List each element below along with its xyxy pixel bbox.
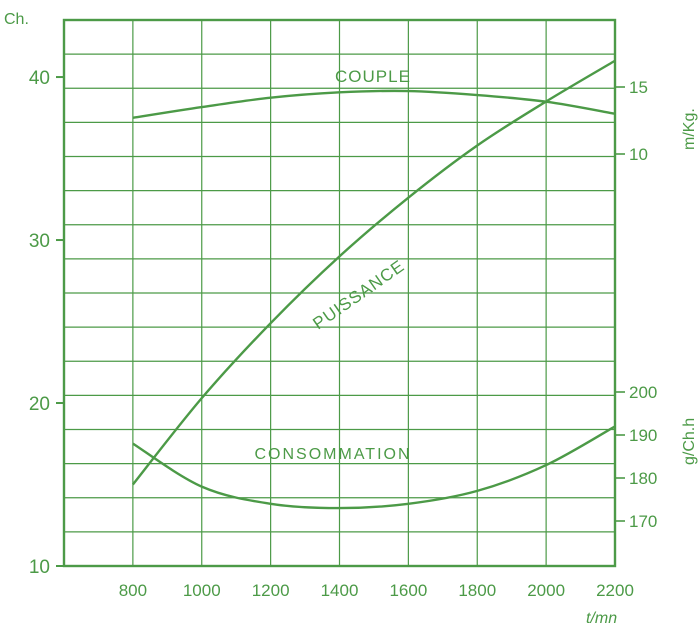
power-axis-tick-label: 20	[29, 394, 50, 415]
power-axis-tick-label: 40	[29, 68, 50, 89]
x-tick-label: 1000	[183, 581, 221, 600]
consumption-axis-tick-label: 170	[629, 512, 657, 531]
torque-axis-tick-label: 15	[629, 78, 648, 97]
power-axis-unit-label: Ch.	[4, 11, 29, 28]
consumption-axis-tick-label: 180	[629, 469, 657, 488]
plot-frame	[62, 18, 617, 568]
power-axis-tick-labels: 10 20 30 40	[29, 68, 64, 578]
series-label-couple: COUPLE	[335, 67, 411, 86]
plot-border	[62, 18, 617, 568]
series-lines	[131, 59, 616, 510]
series-line-couple	[132, 89, 616, 120]
series-label-consommation: CONSOMMATION	[254, 446, 411, 463]
x-tick-label: 800	[119, 581, 147, 600]
x-tick-label: 1400	[321, 581, 359, 600]
secondary-axes-tick-labels: 10 15 170 180 190 200	[615, 78, 657, 531]
x-tick-label: 1600	[389, 581, 427, 600]
series-line-puissance	[131, 59, 616, 486]
series-label-puissance: PUISSANCE	[309, 256, 408, 333]
consumption-axis-tick-label: 190	[629, 426, 657, 445]
x-axis-label: t/mn	[586, 610, 617, 627]
consumption-axis-tick-label: 200	[629, 383, 657, 402]
power-axis-tick-label: 10	[29, 557, 50, 578]
series-line-consommation	[132, 425, 616, 510]
x-tick-label: 2000	[527, 581, 565, 600]
torque-axis-tick-label: 10	[629, 145, 648, 164]
consumption-axis-unit-label: g/Ch.h	[681, 418, 698, 465]
x-tick-label: 1800	[458, 581, 496, 600]
x-tick-label: 2200	[596, 581, 634, 600]
x-tick-label: 1200	[252, 581, 290, 600]
torque-axis-unit-label: m/Kg.	[681, 108, 698, 150]
x-tick-labels: 800 1000 1200 1400 1600 1800 2000 2200	[119, 581, 634, 600]
power-axis-tick-label: 30	[29, 231, 50, 252]
grid	[64, 20, 616, 566]
